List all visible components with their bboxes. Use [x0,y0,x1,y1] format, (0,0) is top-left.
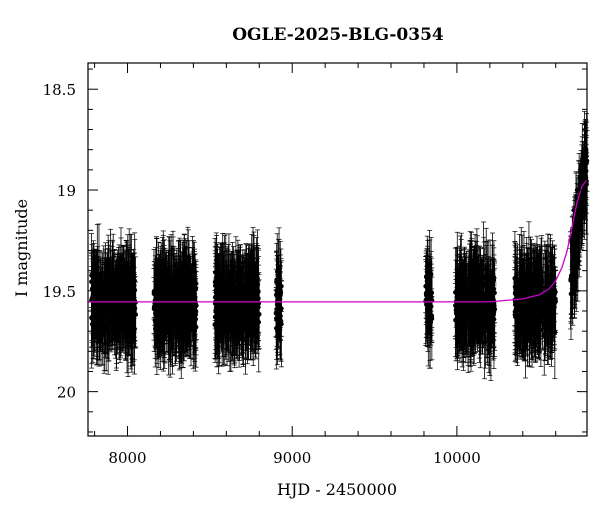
data-point [100,310,106,315]
data-point [228,318,234,324]
data-points-layer [88,110,590,381]
data-point [426,306,432,312]
data-point [278,307,283,313]
data-point [234,311,239,316]
data-point [217,313,223,319]
data-point [247,290,253,295]
data-point [129,271,134,276]
data-point [221,301,227,307]
data-point [93,300,99,305]
data-point [158,327,163,333]
data-point [231,308,236,313]
data-point [113,317,118,323]
data-point [108,314,114,319]
data-point [106,290,111,296]
x-axis-label: HJD - 2450000 [277,480,397,499]
data-point [192,307,198,313]
data-point [127,309,132,314]
y-axis-label: I magnitude [12,199,31,297]
data-point [124,305,130,311]
data-point [170,284,176,290]
data-point [252,291,258,297]
data-point [161,294,167,299]
data-point [277,296,283,302]
data-point [93,311,98,316]
data-point [194,303,199,308]
data-point [236,302,242,308]
data-point [106,307,112,313]
data-point [218,290,223,296]
data-point [151,289,157,294]
data-point [244,289,249,295]
data-point [274,269,280,275]
chart-title: OGLE-2025-BLG-0354 [232,25,444,45]
data-point [185,274,191,280]
data-point [114,311,120,317]
data-point [190,280,195,286]
data-point [167,302,173,307]
data-point [426,296,431,302]
data-point [132,287,138,293]
data-point [96,284,102,290]
data-point [118,303,123,308]
data-point [188,289,193,294]
data-point [168,314,174,320]
data-point [165,298,170,304]
data-point [239,328,245,334]
data-point [157,285,162,290]
data-point [178,279,183,284]
data-point [242,293,248,298]
data-point [177,307,183,313]
data-point [91,287,96,293]
data-point [427,302,432,308]
data-point [122,282,127,288]
data-point [240,288,246,293]
data-point [154,273,160,279]
data-point [180,314,186,319]
data-point [176,319,182,325]
